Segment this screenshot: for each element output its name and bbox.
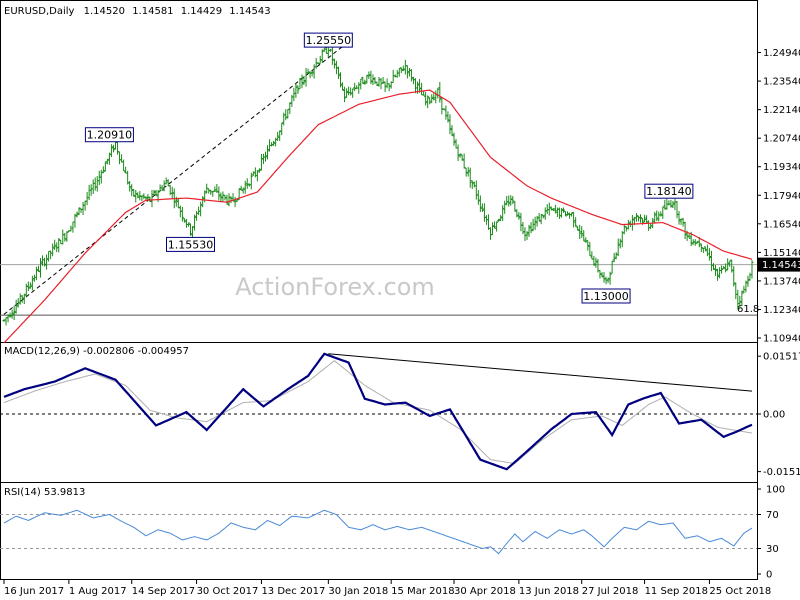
- annotation-box: [644, 183, 694, 199]
- trendline-dashed: [3, 39, 351, 315]
- price-ytick-label: 1.16540: [763, 219, 800, 230]
- last-price-badge: [758, 257, 800, 272]
- price-ytick-label: 1.15140: [763, 248, 800, 259]
- price-annotation: 1.18140: [644, 183, 694, 199]
- rsi-legend: RSI(14) 53.9813: [4, 487, 85, 498]
- macd-layer: [0, 352, 757, 471]
- price-ytick-label: 1.20740: [763, 134, 800, 145]
- moving-average-line: [3, 89, 753, 344]
- xtick-label: 27 Jul 2018: [582, 586, 639, 597]
- xtick-label: 30 Jan 2018: [328, 586, 388, 597]
- rsi-ytick-label: 100: [766, 485, 785, 496]
- rsi-line: [3, 509, 753, 555]
- xtick-label: 30 Oct 2017: [197, 586, 259, 597]
- xtick-label: 13 Jun 2018: [519, 586, 579, 597]
- price-legend: EURUSD,Daily 1.14520 1.14581 1.14429 1.1…: [4, 6, 271, 17]
- xtick-label: 25 Oct 2018: [709, 586, 771, 597]
- macd-signal-line: [3, 360, 753, 465]
- macd-ytick-label: -0.015126: [763, 467, 800, 478]
- rsi-ytick-label: 0: [766, 570, 772, 581]
- xtick-label: 13 Dec 2017: [261, 586, 325, 597]
- ohlc-bars: [2, 42, 754, 326]
- price-annotation: 1.15530: [165, 236, 215, 252]
- watermark: ActionForex.com: [235, 273, 435, 301]
- annotation-box: [165, 236, 215, 252]
- annotation-box: [84, 127, 134, 143]
- xtick-label: 15 Mar 2018: [391, 586, 454, 597]
- price-ytick-label: 1.17940: [763, 191, 800, 202]
- price-ytick-label: 1.10940: [763, 334, 800, 345]
- macd-line: [3, 352, 753, 471]
- symbol-separator: ,: [46, 6, 49, 17]
- annotation-box: [581, 288, 631, 304]
- rsi-layer: [0, 509, 757, 555]
- annotation-label: 1.20910: [87, 129, 133, 142]
- price-ytick-label: 1.12340: [763, 305, 800, 316]
- header-high: 1.14581: [132, 6, 173, 17]
- header-open: 1.14520: [84, 6, 125, 17]
- timeframe-label: Daily: [49, 6, 74, 17]
- xtick-label: 11 Sep 2018: [645, 586, 708, 597]
- price-ytick-label: 1.24940: [763, 48, 800, 59]
- xtick-label: 1 Aug 2017: [69, 586, 127, 597]
- price-ytick-label: 1.22140: [763, 105, 800, 116]
- macd-panel-frame: [0, 342, 758, 483]
- macd-trendline: [328, 353, 753, 392]
- price-annotation: 1.20910: [84, 127, 134, 143]
- annotation-label: 1.18140: [646, 185, 692, 198]
- macd-ytick-label: 0.00: [763, 410, 785, 421]
- macd-ytick-label: 0.015178: [763, 352, 800, 363]
- price-layer: 61.8 1.25550 1.20910 1.15530 1.18140 1.13000: [0, 32, 759, 344]
- axis-layer: 1.24940 1.23540 1.22140 1.20740 1.19340 1.179…: [3, 48, 800, 597]
- xtick-label: 16 Jun 2017: [4, 586, 64, 597]
- rsi-ytick-label: 30: [766, 544, 779, 555]
- annotation-label: 1.13000: [583, 290, 629, 303]
- xtick-label: 14 Sep 2017: [132, 586, 195, 597]
- header-close: 1.14543: [229, 6, 270, 17]
- price-ytick-label: 1.23540: [763, 77, 800, 88]
- symbol-label: EURUSD: [4, 6, 46, 17]
- price-ytick-label: 1.19340: [763, 162, 800, 173]
- price-annotation: 1.13000: [581, 288, 631, 304]
- price-annotation: 1.25550: [303, 32, 353, 48]
- header-low: 1.14429: [181, 6, 222, 17]
- fib-level-label: 61.8: [737, 304, 759, 315]
- annotation-box: [303, 32, 353, 48]
- annotation-label: 1.25550: [306, 34, 352, 47]
- annotation-label: 1.15530: [168, 238, 214, 251]
- last-price-label: 1.14543: [762, 260, 800, 271]
- rsi-ytick-label: 70: [766, 510, 779, 521]
- macd-legend: MACD(12,26,9) -0.002806 -0.004957: [4, 346, 189, 357]
- rsi-panel-frame: [0, 482, 758, 580]
- price-ytick-label: 1.13740: [763, 276, 800, 287]
- xtick-label: 30 Apr 2018: [454, 586, 516, 597]
